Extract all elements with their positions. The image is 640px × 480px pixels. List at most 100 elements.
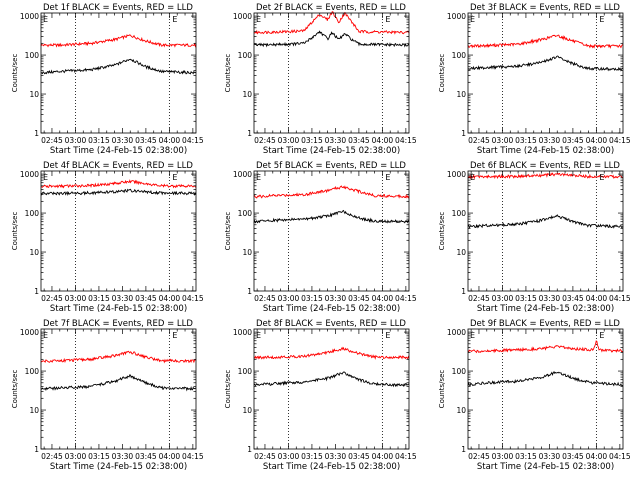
events-series-line bbox=[467, 214, 624, 229]
x-tick-label: 03:00 bbox=[492, 294, 514, 303]
events-series-line bbox=[253, 371, 410, 388]
y-tick-label: 1 bbox=[461, 129, 466, 138]
x-axis-label: Start Time (24-Feb-15 02:38:00) bbox=[263, 304, 400, 314]
x-tick-label: 03:15 bbox=[515, 294, 537, 303]
chart-title: Det 5f BLACK = Events, RED = LLD bbox=[256, 161, 406, 171]
x-tick-label: 02:45 bbox=[468, 452, 490, 461]
x-tick-label: 03:45 bbox=[135, 294, 157, 303]
x-axis-label: Start Time (24-Feb-15 02:38:00) bbox=[477, 304, 614, 314]
x-tick-label: 04:00 bbox=[372, 452, 394, 461]
y-tick-label: 1000 bbox=[447, 328, 466, 337]
y-tick-label: 1 bbox=[34, 287, 39, 296]
marker-label: E bbox=[172, 173, 177, 182]
marker-label: E bbox=[470, 331, 475, 340]
marker-label: E bbox=[256, 15, 261, 24]
x-tick-label: 03:00 bbox=[278, 136, 300, 145]
lld-series-line bbox=[40, 350, 197, 364]
events-series-line bbox=[40, 188, 197, 196]
x-tick-label: 03:00 bbox=[278, 452, 300, 461]
x-axis-label: Start Time (24-Feb-15 02:38:00) bbox=[477, 146, 614, 156]
marker-label: E bbox=[43, 173, 48, 182]
x-tick-label: 04:15 bbox=[609, 294, 631, 303]
y-tick-label: 1000 bbox=[20, 170, 39, 179]
chart-title: Det 7f BLACK = Events, RED = LLD bbox=[43, 319, 193, 329]
x-tick-label: 03:30 bbox=[112, 294, 134, 303]
x-tick-label: 03:30 bbox=[539, 452, 561, 461]
x-tick-label: 04:15 bbox=[182, 136, 204, 145]
x-tick-label: 03:30 bbox=[325, 294, 347, 303]
y-axis-label: Counts/sec bbox=[224, 370, 232, 409]
plot-frame bbox=[253, 12, 410, 134]
events-series-line bbox=[40, 374, 197, 392]
y-axis-label: Counts/sec bbox=[11, 212, 19, 251]
chart-panel-6: Det 6f BLACK = Events, RED = LLD E E 1 10 100… bbox=[438, 161, 631, 314]
y-tick-label: 1 bbox=[247, 445, 252, 454]
chart-panel-1: Det 1f BLACK = Events, RED = LLD E E 1 10 100… bbox=[11, 3, 204, 156]
y-tick-label: 10 bbox=[456, 248, 466, 257]
y-tick-label: 1000 bbox=[447, 170, 466, 179]
chart-panel-7: Det 7f BLACK = Events, RED = LLD E E 1 10 100… bbox=[11, 319, 204, 472]
lld-series-line bbox=[40, 34, 197, 48]
y-tick-label: 10 bbox=[29, 406, 39, 415]
x-tick-label: 03:45 bbox=[135, 452, 157, 461]
events-series-line bbox=[253, 209, 410, 224]
y-tick-label: 10 bbox=[456, 406, 466, 415]
chart-title: Det 3f BLACK = Events, RED = LLD bbox=[470, 3, 620, 13]
y-axis-label: Counts/sec bbox=[438, 54, 446, 93]
y-axis-label: Counts/sec bbox=[224, 212, 232, 251]
y-tick-label: 1000 bbox=[233, 328, 252, 337]
y-tick-label: 1000 bbox=[20, 328, 39, 337]
x-tick-label: 03:00 bbox=[278, 294, 300, 303]
y-tick-label: 1 bbox=[247, 129, 252, 138]
lld-series-line bbox=[254, 346, 410, 360]
lld-series-line bbox=[253, 185, 410, 199]
x-tick-label: 04:00 bbox=[159, 136, 181, 145]
y-tick-label: 100 bbox=[452, 51, 467, 60]
chart-panel-3: Det 3f BLACK = Events, RED = LLD E E 1 10 100… bbox=[438, 3, 631, 156]
y-tick-label: 100 bbox=[238, 209, 253, 218]
events-series-line bbox=[40, 58, 197, 75]
marker-label: E bbox=[172, 331, 177, 340]
marker-label: E bbox=[385, 173, 390, 182]
chart-title: Det 8f BLACK = Events, RED = LLD bbox=[256, 319, 406, 329]
y-tick-label: 100 bbox=[452, 367, 467, 376]
y-axis-label: Counts/sec bbox=[11, 54, 19, 93]
x-tick-label: 04:00 bbox=[159, 452, 181, 461]
x-tick-label: 04:15 bbox=[395, 452, 417, 461]
chart-title: Det 6f BLACK = Events, RED = LLD bbox=[470, 161, 620, 171]
lld-series-line bbox=[467, 340, 624, 354]
x-tick-label: 03:15 bbox=[88, 452, 110, 461]
x-axis-label: Start Time (24-Feb-15 02:38:00) bbox=[50, 304, 187, 314]
chart-panel-4: Det 4f BLACK = Events, RED = LLD E E 1 10 100… bbox=[11, 161, 204, 314]
x-tick-label: 03:30 bbox=[112, 452, 134, 461]
x-axis-label: Start Time (24-Feb-15 02:38:00) bbox=[263, 462, 400, 472]
x-axis-label: Start Time (24-Feb-15 02:38:00) bbox=[50, 146, 187, 156]
y-tick-label: 10 bbox=[242, 406, 252, 415]
marker-label: E bbox=[470, 173, 475, 182]
x-tick-label: 03:45 bbox=[562, 452, 584, 461]
y-tick-label: 1000 bbox=[20, 12, 39, 21]
plot-frame bbox=[467, 12, 624, 134]
x-tick-label: 03:15 bbox=[88, 136, 110, 145]
x-tick-label: 03:45 bbox=[348, 452, 370, 461]
marker-label: E bbox=[43, 15, 48, 24]
y-tick-label: 1 bbox=[34, 129, 39, 138]
lld-series-line bbox=[253, 11, 410, 35]
x-tick-label: 04:00 bbox=[159, 294, 181, 303]
x-tick-label: 03:30 bbox=[112, 136, 134, 145]
events-series-line bbox=[467, 370, 624, 387]
x-tick-label: 04:15 bbox=[609, 136, 631, 145]
y-tick-label: 100 bbox=[452, 209, 467, 218]
x-tick-label: 03:15 bbox=[88, 294, 110, 303]
marker-label: E bbox=[599, 15, 604, 24]
x-tick-label: 04:00 bbox=[372, 136, 394, 145]
x-tick-label: 02:45 bbox=[254, 452, 276, 461]
x-tick-label: 03:00 bbox=[492, 452, 514, 461]
marker-label: E bbox=[43, 331, 48, 340]
x-tick-label: 03:15 bbox=[301, 136, 323, 145]
x-tick-label: 03:45 bbox=[348, 136, 370, 145]
y-axis-label: Counts/sec bbox=[438, 212, 446, 251]
y-tick-label: 10 bbox=[29, 248, 39, 257]
marker-label: E bbox=[385, 331, 390, 340]
x-tick-label: 03:00 bbox=[65, 294, 87, 303]
